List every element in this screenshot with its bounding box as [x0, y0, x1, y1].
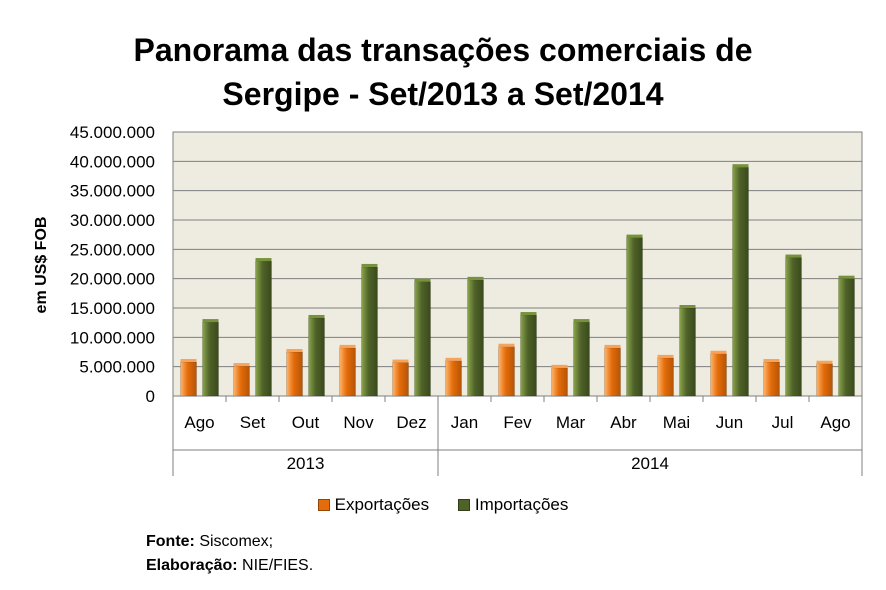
bar-importacoes-cap	[361, 263, 378, 267]
bar-exportacoes-cap	[339, 344, 356, 348]
bar-chart: 0 5.000.000 10.000.000 15.000.000 20.000.000…	[33, 123, 863, 476]
chart-title-line-1: Panorama das transações comerciais de	[133, 32, 753, 68]
bar-exportacoes	[339, 347, 356, 397]
bar-importacoes-cap	[573, 319, 590, 323]
legend-item-exports: Exportações	[317, 494, 430, 515]
y-tick-label: 40.000.000	[70, 152, 155, 171]
chart-title: Panorama das transações comerciais de Se…	[0, 28, 886, 116]
source-label: Fonte:	[146, 533, 195, 550]
x-tick-label: Jul	[772, 413, 794, 432]
x-tick-label: Nov	[343, 413, 374, 432]
x-tick-label: Jun	[716, 413, 743, 432]
y-tick-label: 45.000.000	[70, 123, 155, 142]
bar-importacoes-cap	[467, 276, 484, 280]
bar-importacoes	[732, 166, 749, 397]
author-line: Elaboração: NIE/FIES.	[146, 554, 313, 578]
group-label: 2013	[287, 454, 325, 473]
y-tick-label: 15.000.000	[70, 299, 155, 318]
bar-importacoes-cap	[202, 319, 219, 323]
x-tick-label: Ago	[184, 413, 214, 432]
bar-importacoes	[467, 279, 484, 397]
bar-importacoes	[573, 321, 590, 397]
bar-importacoes-cap	[255, 258, 272, 262]
bar-importacoes-cap	[838, 275, 855, 279]
bar-exportacoes	[710, 353, 727, 397]
legend-swatch-imports	[457, 499, 470, 512]
bar-exportacoes-cap	[657, 354, 674, 358]
bar-exportacoes	[498, 346, 515, 397]
source-note: Fonte: Siscomex; Elaboração: NIE/FIES.	[146, 530, 313, 578]
bar-importacoes	[414, 281, 431, 397]
x-tick-label: Set	[240, 413, 266, 432]
group-label: 2014	[631, 454, 669, 473]
x-tick-label: Jan	[451, 413, 478, 432]
bar-exportacoes-cap	[710, 350, 727, 354]
bar-importacoes-cap	[732, 164, 749, 168]
bar-exportacoes-cap	[180, 358, 197, 362]
author-value: NIE/FIES.	[242, 557, 314, 574]
bar-exportacoes-cap	[392, 359, 409, 363]
legend-label-exports: Exportações	[334, 494, 430, 514]
bar-exportacoes	[657, 357, 674, 397]
author-label: Elaboração:	[146, 557, 238, 574]
x-tick-label: Abr	[610, 413, 637, 432]
x-tick-label: Mar	[556, 413, 586, 432]
bar-importacoes	[255, 260, 272, 397]
bar-exportacoes	[286, 351, 303, 397]
bar-exportacoes-cap	[551, 364, 568, 368]
y-tick-label: 10.000.000	[70, 328, 155, 347]
x-tick-label: Dez	[396, 413, 426, 432]
bar-exportacoes	[392, 362, 409, 397]
x-tick-label: Mai	[663, 413, 690, 432]
bar-exportacoes	[551, 367, 568, 397]
bar-importacoes-cap	[414, 278, 431, 282]
bar-importacoes-cap	[679, 305, 696, 308]
y-axis-label: em US$ FOB	[33, 217, 50, 314]
x-tick-label: Ago	[820, 413, 850, 432]
y-tick-label: 0	[146, 387, 155, 406]
bar-importacoes	[361, 266, 378, 397]
bar-importacoes	[785, 257, 802, 397]
x-tick-label: Out	[292, 413, 320, 432]
source-value: Siscomex;	[199, 533, 274, 550]
bar-exportacoes-cap	[604, 344, 621, 348]
bar-exportacoes-cap	[286, 349, 303, 352]
bar-importacoes	[308, 317, 325, 397]
bar-exportacoes	[763, 361, 780, 397]
legend: Exportações Importações	[0, 494, 886, 515]
bar-exportacoes-cap	[763, 358, 780, 362]
bar-exportacoes-cap	[233, 363, 250, 367]
y-tick-label: 30.000.000	[70, 211, 155, 230]
bar-exportacoes-cap	[498, 343, 515, 347]
chart-title-line-2: Sergipe - Set/2013 a Set/2014	[222, 76, 664, 112]
y-tick-label: 35.000.000	[70, 182, 155, 201]
plot-area	[172, 131, 863, 397]
bar-exportacoes	[604, 347, 621, 397]
bar-importacoes-cap	[785, 254, 802, 258]
bar-importacoes-cap	[626, 234, 643, 238]
bar-exportacoes	[445, 360, 462, 397]
bar-exportacoes	[233, 365, 250, 397]
bar-importacoes	[520, 314, 537, 397]
legend-item-imports: Importações	[457, 494, 569, 515]
bar-importacoes	[202, 321, 219, 397]
source-line: Fonte: Siscomex;	[146, 530, 313, 554]
x-tick-label: Fev	[503, 413, 532, 432]
bar-importacoes	[838, 278, 855, 397]
legend-swatch-exports	[317, 499, 330, 512]
bar-importacoes	[679, 307, 696, 397]
bar-exportacoes	[816, 363, 833, 397]
bar-exportacoes	[180, 361, 197, 397]
y-tick-label: 20.000.000	[70, 270, 155, 289]
y-tick-label: 5.000.000	[79, 358, 155, 377]
bar-importacoes	[626, 237, 643, 397]
bar-importacoes-cap	[520, 312, 537, 316]
bar-importacoes-cap	[308, 314, 325, 318]
bar-exportacoes-cap	[445, 357, 462, 361]
bar-exportacoes-cap	[816, 360, 833, 364]
y-tick-label: 25.000.000	[70, 240, 155, 259]
legend-label-imports: Importações	[474, 494, 569, 514]
